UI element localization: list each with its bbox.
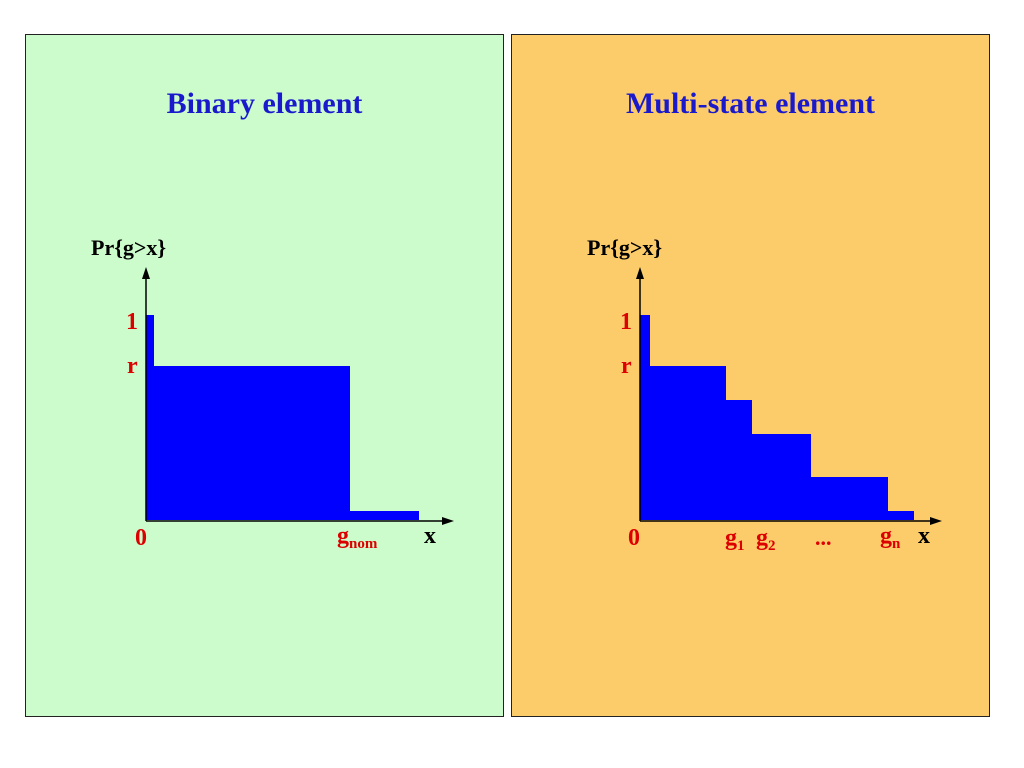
y-tick-1: 1 [126,309,138,335]
y-axis-arrow [142,267,150,279]
x-axis-label: x [918,523,930,549]
panel-title: Binary element [166,87,363,120]
y-tick-r: r [621,353,632,379]
multi-state-survival-plot: Pr{g>x} x 1 r 0 g1 g2 ... gn [587,235,942,554]
step-bar-5 [811,477,888,520]
y-axis-label: Pr{g>x} [587,235,662,260]
x-tick-0: 0 [628,525,640,551]
x-axis-arrow [930,517,942,525]
binary-survival-plot: Pr{g>x} x 1 r 0 gnom [91,235,454,552]
x-tick-gn: gn [880,523,901,552]
step-bars [146,315,419,520]
step-bar-2 [650,366,726,520]
y-axis-label: Pr{g>x} [91,235,166,260]
y-tick-r: r [127,353,138,379]
panel-title: Multi-state element [625,87,876,120]
step-bar-tail-1 [146,315,154,520]
x-tick-g2: g2 [756,525,776,554]
x-tick-0: 0 [135,525,147,551]
y-axis-arrow [636,267,644,279]
multi-state-element-panel: Multi-state element Pr{g>x} x 1 r 0 g1 g… [511,34,990,717]
binary-element-panel: Binary element Pr{g>x} x 1 r 0 gnom [25,34,504,717]
x-axis-label: x [424,523,436,549]
x-axis-arrow [442,517,454,525]
step-bar-6 [888,511,914,520]
step-bar-tail-2 [350,511,419,520]
y-tick-1: 1 [620,309,632,335]
x-tick-dots: ... [815,525,832,550]
step-bar-4 [752,434,811,520]
step-bar-r [154,366,350,520]
step-bar-3 [726,400,752,520]
step-bars [640,315,914,520]
step-bar-1 [640,315,650,520]
x-tick-g-nom: gnom [337,523,378,552]
x-tick-g1: g1 [725,525,745,554]
